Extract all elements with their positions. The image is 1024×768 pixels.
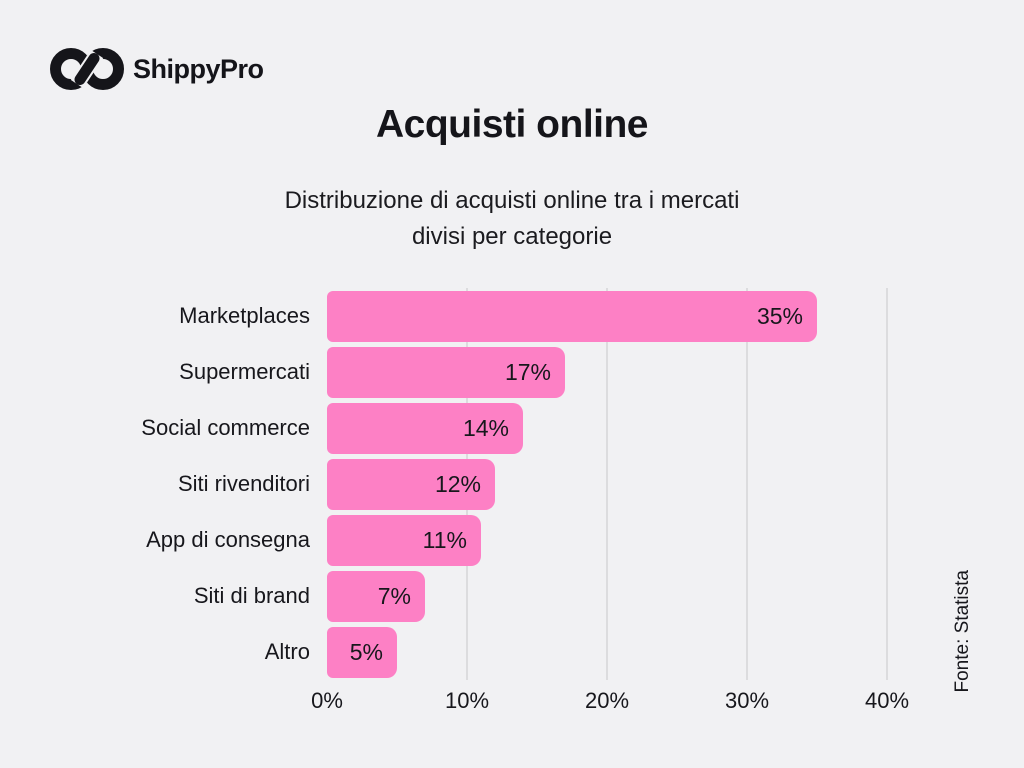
bar-track: 5% bbox=[327, 626, 1024, 678]
category-label: Altro bbox=[264, 639, 310, 664]
gridline-20 bbox=[606, 288, 608, 680]
chart-row: Social commerce 14% bbox=[0, 400, 1024, 456]
infinity-chain-icon bbox=[50, 48, 124, 90]
chart-row: Supermercati 17% bbox=[0, 344, 1024, 400]
x-tick-label: 0% bbox=[311, 688, 343, 713]
value-label: 17% bbox=[504, 358, 551, 385]
x-tick-label: 20% bbox=[584, 688, 630, 713]
chart-row: Altro 5% bbox=[0, 624, 1024, 680]
bar: 35% bbox=[327, 290, 817, 342]
chart-subtitle-line1: Distribuzione di acquisti online tra i m… bbox=[284, 187, 740, 214]
value-label: 7% bbox=[377, 582, 411, 609]
category-label: Supermercati bbox=[179, 359, 310, 384]
bar: 14% bbox=[327, 402, 523, 454]
x-tick-label: 30% bbox=[724, 688, 770, 713]
bar: 17% bbox=[327, 346, 565, 398]
bar: 11% bbox=[327, 514, 481, 566]
value-label: 35% bbox=[756, 302, 803, 329]
chart-title: Acquisti online bbox=[375, 103, 649, 146]
chart-subtitle: Distribuzione di acquisti online tra i m… bbox=[0, 183, 1024, 255]
bar-track: 35% bbox=[327, 290, 1024, 342]
chart-row: Marketplaces 35% bbox=[0, 288, 1024, 344]
x-tick-label: 10% bbox=[444, 688, 490, 713]
bar-chart: Marketplaces 35% Supermercati 17% Social com… bbox=[0, 288, 1024, 680]
brand-logo: ShippyPro bbox=[50, 42, 264, 96]
category-label: Marketplaces bbox=[179, 303, 310, 328]
bar-track: 12% bbox=[327, 458, 1024, 510]
bar: 7% bbox=[327, 570, 425, 622]
gridline-30 bbox=[746, 288, 748, 680]
bar-track: 7% bbox=[327, 570, 1024, 622]
chart-row: Siti rivenditori 12% bbox=[0, 456, 1024, 512]
bar: 12% bbox=[327, 458, 495, 510]
bar-track: 11% bbox=[327, 514, 1024, 566]
chart-row: App di consegna 11% bbox=[0, 512, 1024, 568]
chart-subtitle-line2: divisi per categorie bbox=[411, 223, 613, 250]
category-label: Siti di brand bbox=[193, 583, 310, 608]
value-label: 12% bbox=[434, 470, 481, 497]
gridline-40 bbox=[886, 288, 888, 680]
bar-track: 17% bbox=[327, 346, 1024, 398]
category-label: Siti rivenditori bbox=[177, 471, 310, 496]
value-label: 5% bbox=[349, 638, 383, 665]
brand-wordmark: ShippyPro bbox=[133, 53, 264, 84]
bar-track: 14% bbox=[327, 402, 1024, 454]
category-label: Social commerce bbox=[141, 415, 310, 440]
category-label: App di consegna bbox=[146, 527, 310, 552]
chart-row: Siti di brand 7% bbox=[0, 568, 1024, 624]
value-label: 11% bbox=[422, 526, 467, 553]
bar: 5% bbox=[327, 626, 397, 678]
x-tick-label: 40% bbox=[864, 688, 910, 713]
x-axis: 0% 10% 20% 30% 40% bbox=[311, 688, 909, 718]
value-label: 14% bbox=[462, 414, 509, 441]
